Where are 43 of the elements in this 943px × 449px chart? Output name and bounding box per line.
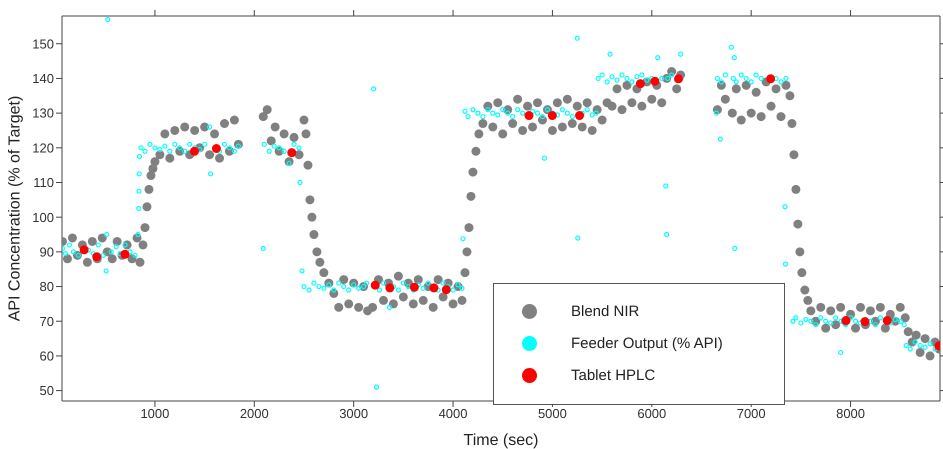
- point: [370, 280, 380, 290]
- point: [212, 144, 221, 153]
- x-tick-label: 1000: [140, 406, 170, 422]
- point: [650, 76, 660, 86]
- x-tick-label: 6000: [637, 406, 666, 422]
- legend-label: Feeder Output (% API): [571, 335, 723, 352]
- y-tick-label: 70: [40, 314, 54, 329]
- point: [120, 250, 130, 259]
- y-tick-label: 100: [32, 210, 54, 225]
- x-tick-label: 3000: [339, 406, 368, 422]
- y-tick-label: 130: [32, 106, 54, 121]
- point: [636, 79, 645, 88]
- point: [860, 317, 870, 326]
- x-tick-label: 8000: [836, 406, 866, 422]
- point: [882, 316, 892, 326]
- x-axis-title: Time (sec): [464, 432, 538, 449]
- y-tick-label: 120: [32, 140, 54, 156]
- y-tick-label: 60: [40, 348, 54, 364]
- point: [442, 285, 451, 294]
- y-tick-label: 140: [32, 71, 54, 86]
- point: [80, 245, 89, 254]
- point: [766, 74, 776, 84]
- x-tick-label: 5000: [538, 406, 567, 422]
- point: [190, 146, 199, 156]
- x-tick-label: 7000: [736, 406, 766, 422]
- point: [287, 148, 296, 158]
- point: [429, 283, 438, 292]
- y-tick-label: 90: [40, 244, 54, 260]
- point: [410, 282, 419, 292]
- y-tick-label: 110: [33, 175, 54, 190]
- y-tick-label: 50: [40, 383, 54, 398]
- point: [524, 111, 534, 120]
- legend-label: Tablet HPLC: [571, 367, 656, 384]
- y-tick-label: 150: [32, 36, 54, 52]
- x-tick-label: 2000: [240, 406, 269, 422]
- x-tick-label: 4000: [438, 406, 468, 422]
- point: [385, 283, 394, 292]
- legend-label: Blend NIR: [571, 303, 640, 320]
- point: [674, 74, 684, 84]
- y-tick-label: 80: [40, 279, 54, 294]
- point: [548, 111, 557, 120]
- point: [575, 111, 584, 120]
- y-axis-title: API Concentration (% of Target): [6, 96, 24, 322]
